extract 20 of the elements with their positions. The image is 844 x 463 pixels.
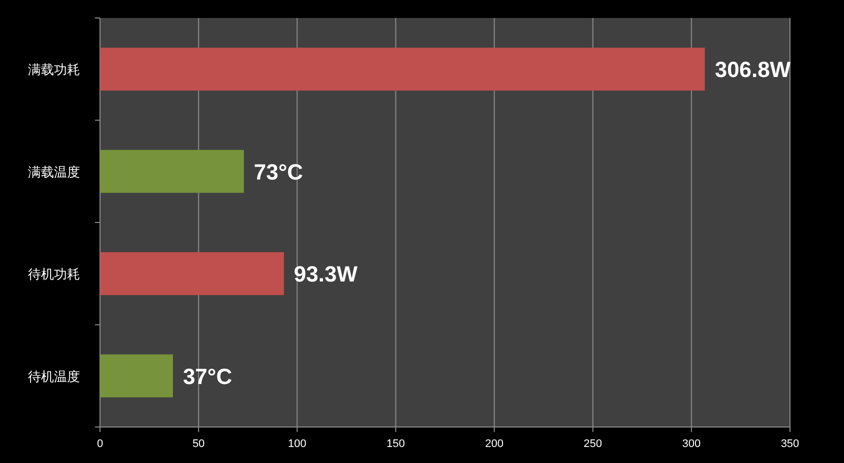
x-tick-label: 200 [485, 438, 504, 450]
x-tick-label: 0 [96, 438, 104, 450]
y-tick-label: 待机功耗 [28, 266, 80, 282]
x-tick-label: 300 [682, 438, 701, 450]
x-tick-label: 100 [288, 438, 306, 450]
data-label: 306.8W [714, 57, 791, 82]
bar [100, 48, 705, 91]
bar [100, 252, 284, 296]
x-tick-label: 150 [386, 438, 405, 450]
bar [100, 150, 244, 193]
x-tick-label: 250 [584, 438, 602, 450]
data-label: 93.3W [294, 262, 358, 287]
y-tick-label: 满载温度 [28, 164, 80, 180]
y-tick-label: 满载功耗 [28, 62, 80, 78]
x-tick-label: 350 [780, 438, 800, 450]
x-tick-label: 50 [192, 438, 205, 450]
data-label: 37°C [182, 364, 232, 389]
y-tick-label: 待机温度 [28, 368, 80, 384]
bar [100, 354, 173, 398]
data-label: 73°C [254, 159, 304, 184]
